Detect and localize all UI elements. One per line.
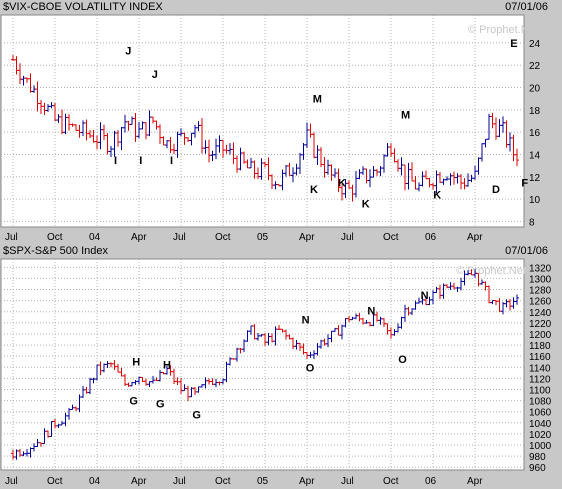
vix-chart-date: 07/01/06 [505, 1, 548, 13]
y-tick-label: 12 [529, 173, 541, 184]
annotation-label: N [421, 290, 429, 302]
annotation-label: N [302, 315, 310, 327]
ohlc-bar [515, 148, 519, 167]
annotation-label: M [401, 109, 410, 121]
y-tick-label: 18 [529, 106, 541, 117]
annotation-label: G [129, 396, 138, 408]
annotation-label: E [510, 38, 517, 50]
spx-chart-title: $SPX-S&P 500 Index [3, 245, 108, 257]
annotation-label: D [492, 184, 500, 196]
annotation-label: O [306, 362, 315, 374]
y-tick-label: 10 [529, 195, 541, 206]
y-tick-label: 1320 [529, 263, 552, 274]
x-tick-label: 06 [425, 476, 437, 487]
annotation-label: I [139, 155, 142, 167]
y-tick-label: 980 [529, 452, 546, 463]
y-tick-label: 1260 [529, 297, 552, 308]
annotation-label: G [192, 409, 201, 421]
x-tick-label: Oct [383, 476, 399, 487]
y-tick-label: 1220 [529, 319, 552, 330]
x-tick-label: 04 [89, 476, 101, 487]
x-tick-label: Oct [215, 232, 231, 243]
spx-chart-date: 07/01/06 [505, 245, 548, 257]
x-tick-label: 05 [257, 232, 269, 243]
y-tick-label: 22 [529, 61, 541, 72]
y-tick-label: 1000 [529, 441, 552, 452]
annotation-label: H [163, 360, 171, 372]
y-tick-label: 1040 [529, 419, 552, 430]
annotation-label: K [310, 184, 318, 196]
y-tick-label: 1080 [529, 397, 552, 408]
y-tick-label: 1180 [529, 341, 551, 352]
x-tick-label: Jul [341, 476, 354, 487]
y-tick-label: 14 [529, 150, 541, 161]
y-tick-label: 1300 [529, 274, 552, 285]
y-tick-label: 20 [529, 84, 541, 95]
y-tick-label: 1140 [529, 363, 551, 374]
vix-chart-title: $VIX-CBOE VOLATILITY INDEX [3, 1, 163, 13]
y-tick-label: 1280 [529, 286, 552, 297]
annotation-label: K [362, 199, 370, 211]
spx-panel: $SPX-S&P 500 Index 07/01/06 960 980 1000 10… [0, 244, 562, 489]
x-tick-label: Jul [5, 232, 18, 243]
vix-panel: $VIX-CBOE VOLATILITY INDEX 07/01/06 8 10 1… [0, 0, 562, 244]
annotation-label: J [125, 46, 131, 58]
x-tick-label: Oct [383, 232, 399, 243]
spx-chart: 9609801000102010401060108011001120114011… [0, 258, 552, 487]
vix-chart: 8 10 12 14 16 18 20 22 24 Jul Oct 04 Apr Jul Oct 05 Apr J… [0, 14, 541, 243]
x-tick-label: Jul [173, 232, 186, 243]
annotation-label: I [114, 155, 117, 167]
plot-area [0, 14, 525, 228]
annotation-label: K [433, 190, 441, 202]
x-tick-label: 06 [425, 232, 437, 243]
ohlc-bar [515, 294, 519, 305]
x-tick-label: Oct [47, 476, 63, 487]
x-tick-label: Apr [467, 232, 483, 243]
x-tick-label: Apr [299, 476, 315, 487]
y-tick-label: 1240 [529, 308, 552, 319]
annotation-label: J [152, 69, 158, 81]
x-tick-label: Oct [215, 476, 231, 487]
y-tick-label: 8 [529, 217, 535, 228]
annotation-label: M [313, 94, 322, 106]
annotation-label: I [170, 155, 173, 167]
y-tick-label: 960 [529, 463, 546, 474]
annotation-label: H [132, 357, 140, 369]
annotation-label: O [398, 354, 407, 366]
x-tick-label: Jul [341, 232, 354, 243]
annotation-label: K [338, 177, 346, 189]
y-tick-label: 1120 [529, 374, 551, 385]
annotation-label: G [156, 398, 165, 410]
y-tick-label: 16 [529, 128, 541, 139]
watermark: © Prophet.Net [456, 265, 526, 277]
y-tick-label: 1020 [529, 430, 552, 441]
annotation-label: N [367, 306, 375, 318]
y-tick-label: 1100 [529, 385, 551, 396]
x-tick-label: Apr [131, 232, 147, 243]
x-tick-label: Jul [173, 476, 186, 487]
y-tick-label: 24 [529, 39, 541, 50]
annotation-label: F [521, 177, 528, 189]
plot-area [0, 258, 525, 471]
y-tick-label: 1200 [529, 330, 552, 341]
x-tick-label: 04 [89, 232, 101, 243]
x-tick-label: 05 [257, 476, 269, 487]
x-tick-label: Oct [47, 232, 63, 243]
watermark: © Prophet.Net [468, 24, 538, 36]
x-tick-label: Apr [131, 476, 147, 487]
y-tick-label: 1060 [529, 408, 552, 419]
x-tick-label: Apr [467, 476, 483, 487]
y-tick-label: 1160 [529, 352, 551, 363]
x-tick-label: Jul [5, 476, 18, 487]
x-tick-label: Apr [299, 232, 315, 243]
